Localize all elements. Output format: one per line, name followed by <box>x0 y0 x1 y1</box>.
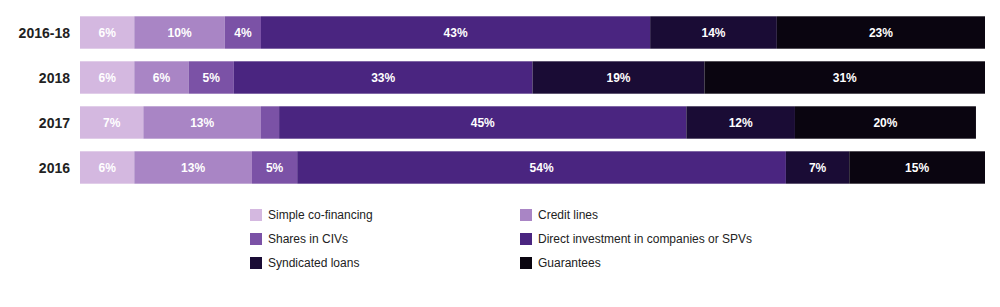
data-label: 6% <box>98 71 116 85</box>
data-label: 19% <box>606 71 630 85</box>
legend-swatch <box>250 233 262 245</box>
bar-segment <box>189 61 234 93</box>
legend-swatch <box>250 257 262 269</box>
data-label: 13% <box>181 161 205 175</box>
bar-segment <box>80 61 134 93</box>
bar-segment <box>261 16 650 48</box>
bar-segment <box>777 16 985 48</box>
data-label: 31% <box>833 71 857 85</box>
bars <box>80 16 985 183</box>
data-label: 7% <box>809 161 827 175</box>
data-label: 45% <box>471 116 495 130</box>
data-label: 13% <box>190 116 214 130</box>
data-label: 33% <box>371 71 395 85</box>
y-axis: 2016-18 2018 2017 2016 <box>19 25 71 176</box>
bar-segment <box>279 106 686 138</box>
bar-segment <box>234 61 533 93</box>
legend-swatch <box>520 233 532 245</box>
bar-segment <box>686 106 795 138</box>
category-label: 2016 <box>39 160 70 176</box>
bar-segment <box>261 106 279 138</box>
bar-segment <box>143 106 261 138</box>
data-label: 5% <box>203 71 221 85</box>
data-label: 6% <box>98 161 116 175</box>
bar-segment <box>849 151 985 183</box>
legend: Simple co-financing Credit lines Shares in… <box>250 208 752 270</box>
data-label: 4% <box>234 26 252 40</box>
legend-swatch <box>250 209 262 221</box>
data-label: 6% <box>153 71 171 85</box>
bar-segment <box>795 106 976 138</box>
bar-segment <box>297 151 786 183</box>
bar-segment <box>80 151 134 183</box>
data-label: 54% <box>530 161 554 175</box>
bar-segment <box>533 61 705 93</box>
chart: 6% 10% 4% 43% 14% 23% 6% 6% 5% 33% 19% 31% 7% 13% 45% 1… <box>0 0 1000 307</box>
category-label: 2018 <box>39 70 70 86</box>
legend-label: Simple co-financing <box>268 208 373 222</box>
data-label: 43% <box>444 26 468 40</box>
bar-segment <box>134 151 252 183</box>
bar-segment <box>80 106 143 138</box>
legend-label: Guarantees <box>538 256 601 270</box>
legend-label: Shares in CIVs <box>268 232 348 246</box>
legend-label: Direct investment in companies or SPVs <box>538 232 752 246</box>
data-label: 5% <box>266 161 284 175</box>
data-label: 15% <box>905 161 929 175</box>
category-label: 2017 <box>39 115 70 131</box>
bar-segment <box>252 151 297 183</box>
legend-swatch <box>520 209 532 221</box>
data-label: 6% <box>98 26 116 40</box>
category-label: 2016-18 <box>19 25 71 41</box>
bar-segment <box>704 61 985 93</box>
legend-swatch <box>520 257 532 269</box>
data-label: 20% <box>873 116 897 130</box>
bar-segment <box>134 16 225 48</box>
data-label: 7% <box>103 116 121 130</box>
data-label: 10% <box>168 26 192 40</box>
data-label: 12% <box>729 116 753 130</box>
bar-segment <box>225 16 261 48</box>
legend-label: Syndicated loans <box>268 256 359 270</box>
bar-segment <box>80 16 134 48</box>
data-label: 14% <box>701 26 725 40</box>
data-labels: 6% 10% 4% 43% 14% 23% 6% 6% 5% 33% 19% 31% 7% 13% 45% 1… <box>98 26 929 175</box>
bar-segment <box>650 16 777 48</box>
data-label: 23% <box>869 26 893 40</box>
legend-label: Credit lines <box>538 208 598 222</box>
bar-segment <box>134 61 188 93</box>
bar-segment <box>786 151 849 183</box>
